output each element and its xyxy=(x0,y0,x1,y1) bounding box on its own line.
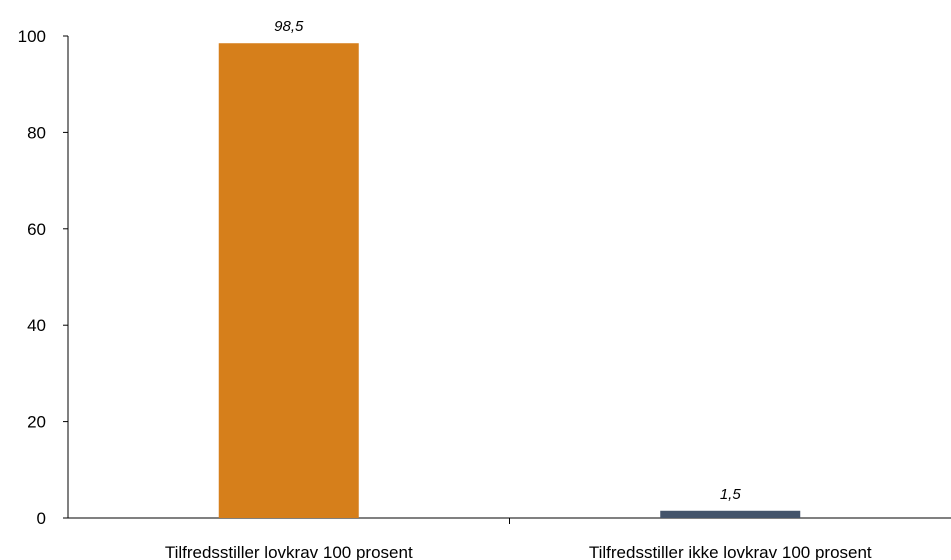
y-tick-label: 100 xyxy=(18,27,46,46)
y-tick-label: 20 xyxy=(27,413,46,432)
y-axis: 0 20 40 60 80 100 xyxy=(18,27,69,528)
bars xyxy=(218,43,801,518)
y-tick-label: 0 xyxy=(37,509,46,528)
y-tick-label: 80 xyxy=(27,123,46,142)
data-label: 98,5 xyxy=(274,18,304,35)
y-tick-label: 40 xyxy=(27,316,46,335)
data-labels: 98,5 1,5 xyxy=(274,18,741,503)
x-axis: Tilfredsstiller lovkrav 100 prosent Tilfr… xyxy=(68,517,951,560)
data-label: 1,5 xyxy=(720,486,742,503)
x-category-label: Tilfredsstiller ikke lovkrav 100 prosent xyxy=(589,543,872,560)
x-category-label: Tilfredsstiller lovkrav 100 prosent xyxy=(165,543,413,560)
y-tick-label: 60 xyxy=(27,220,46,239)
bar xyxy=(660,510,801,518)
bar xyxy=(218,43,359,518)
